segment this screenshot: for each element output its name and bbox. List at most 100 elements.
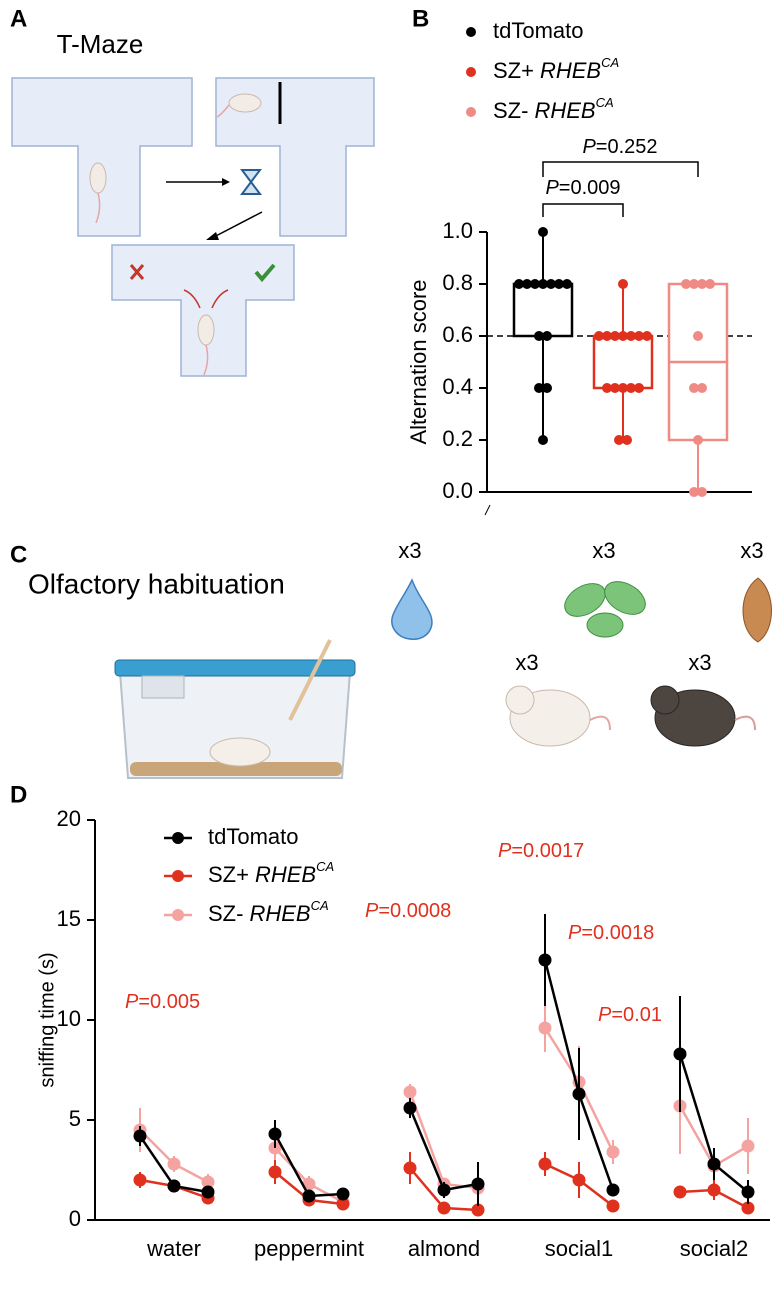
panel-title: Olfactory habituation xyxy=(28,568,285,599)
data-point xyxy=(673,1185,687,1199)
data-point xyxy=(530,279,540,289)
legend-name: tdTomato xyxy=(493,18,584,43)
data-point xyxy=(336,1187,350,1201)
data-point xyxy=(133,1129,147,1143)
box xyxy=(592,334,654,390)
data-point xyxy=(534,383,544,393)
data-point xyxy=(538,279,548,289)
p-value: =0.005 xyxy=(138,991,200,1013)
legend-marker xyxy=(172,870,184,882)
data-point xyxy=(268,1165,282,1179)
axis-break xyxy=(484,504,491,516)
legend-name: SZ- xyxy=(208,901,243,926)
data-point xyxy=(554,279,564,289)
data-point xyxy=(562,279,572,289)
p-value-annotation: P=0.005 xyxy=(125,991,200,1013)
data-point xyxy=(471,1177,485,1191)
data-point xyxy=(403,1101,417,1115)
data-point xyxy=(546,279,556,289)
stimulus-count: x3 xyxy=(515,650,538,675)
x-tick-label: social1 xyxy=(545,1236,613,1261)
legend-gene-sup: CA xyxy=(311,898,329,913)
data-point xyxy=(741,1139,755,1153)
legend-marker xyxy=(172,832,184,844)
panel-label: D xyxy=(10,781,27,808)
stimulus-icons xyxy=(391,577,772,747)
data-point xyxy=(626,331,636,341)
cage-illustration xyxy=(114,639,356,779)
panel-label: B xyxy=(412,5,429,32)
p-symbol: P xyxy=(365,900,379,922)
y-tick-label: 0 xyxy=(69,1206,81,1231)
p-symbol: P xyxy=(598,1004,612,1026)
box xyxy=(512,282,574,338)
legend-label: SZ- RHEBCA xyxy=(208,898,329,925)
p-value: =0.009 xyxy=(559,177,621,199)
data-point xyxy=(707,1157,721,1171)
data-point xyxy=(634,331,644,341)
legend-gene: RHEB xyxy=(534,98,595,123)
data-point xyxy=(697,487,707,497)
data-point xyxy=(618,331,628,341)
data-point xyxy=(268,1127,282,1141)
p-value: =0.0018 xyxy=(581,922,654,944)
bracket xyxy=(542,203,624,217)
data-point xyxy=(606,1183,620,1197)
p-symbol: P xyxy=(498,840,512,862)
stimulus-count: x3 xyxy=(740,538,763,563)
data-point xyxy=(534,331,544,341)
legend-marker xyxy=(172,909,184,921)
legend-name: SZ+ xyxy=(208,862,249,887)
panel-label: A xyxy=(10,5,27,32)
y-tick-label: 15 xyxy=(57,906,81,931)
data-point xyxy=(622,435,632,445)
y-tick-label: 0.2 xyxy=(442,426,473,451)
data-point xyxy=(689,487,699,497)
data-point xyxy=(538,953,552,967)
legend-marker xyxy=(466,67,476,77)
legend-name: SZ+ xyxy=(493,58,534,83)
legend-gene-sup: CA xyxy=(601,55,619,70)
stimulus-count: x3 xyxy=(592,538,615,563)
legend-gene: RHEB xyxy=(540,58,601,83)
stimulus-count: x3 xyxy=(398,538,421,563)
legend-gene: RHEB xyxy=(249,901,310,926)
y-tick-label: 1.0 xyxy=(442,218,473,243)
legend-label: SZ+ RHEBCA xyxy=(208,859,334,886)
data-point xyxy=(693,331,703,341)
bracket xyxy=(542,161,699,177)
data-point xyxy=(618,383,628,393)
p-symbol: P xyxy=(568,922,582,944)
p-value-annotation: P=0.0008 xyxy=(365,900,451,922)
y-tick-label: 0.4 xyxy=(442,374,473,399)
data-point xyxy=(673,1047,687,1061)
stimulus-count: x3 xyxy=(688,650,711,675)
data-point xyxy=(610,383,620,393)
data-point xyxy=(403,1085,417,1099)
data-point xyxy=(336,1197,350,1211)
y-tick-label: 0.6 xyxy=(442,322,473,347)
data-point xyxy=(403,1161,417,1175)
data-point xyxy=(741,1185,755,1199)
data-point xyxy=(302,1177,316,1191)
data-point xyxy=(602,331,612,341)
x-tick-label: peppermint xyxy=(254,1236,364,1261)
legend-label: tdTomato xyxy=(493,18,584,43)
x-tick-label: almond xyxy=(408,1236,480,1261)
legend-marker xyxy=(466,27,476,37)
data-point xyxy=(681,279,691,289)
p-value: =0.0017 xyxy=(511,840,584,862)
y-tick-label: 10 xyxy=(57,1006,81,1031)
panel-label: C xyxy=(10,541,27,568)
data-point xyxy=(538,1021,552,1035)
x-tick-label: social2 xyxy=(680,1236,748,1261)
y-tick-label: 0.0 xyxy=(442,478,473,503)
data-point xyxy=(514,279,524,289)
y-axis-label: Alternation score xyxy=(406,279,431,444)
p-value: =0.01 xyxy=(611,1004,662,1026)
data-point xyxy=(542,383,552,393)
legend-name: SZ- xyxy=(493,98,528,123)
data-point xyxy=(697,279,707,289)
p-symbol: P xyxy=(582,136,596,158)
